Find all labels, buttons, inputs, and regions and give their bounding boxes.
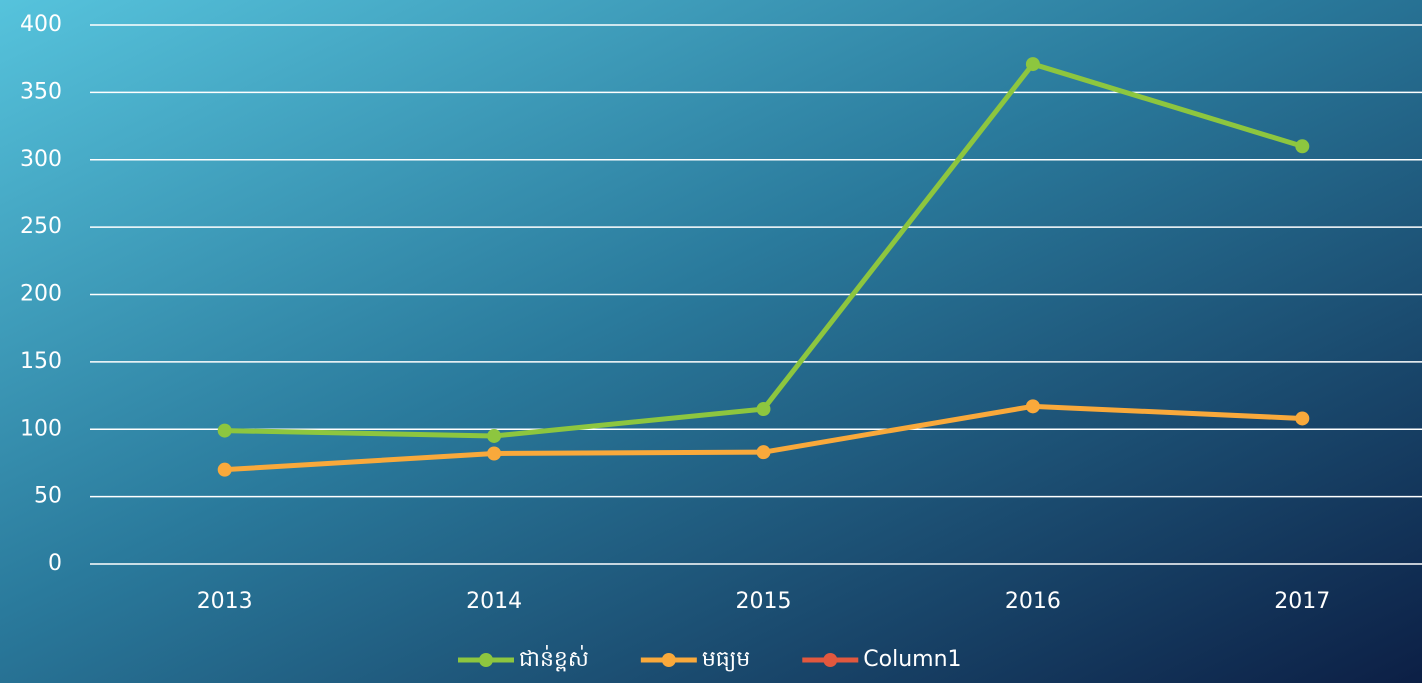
data-point (1295, 139, 1310, 154)
y-tick-label: 400 (20, 12, 62, 37)
data-point (217, 423, 232, 438)
y-tick-label: 100 (20, 416, 62, 441)
legend-label: មធ្យម (702, 647, 750, 672)
y-tick-label: 150 (20, 349, 62, 374)
legend-marker (661, 653, 676, 667)
x-tick-label: 2017 (1274, 589, 1330, 614)
legend-marker (479, 653, 493, 667)
data-point (1295, 411, 1310, 426)
legend-label: ជាន់ខ្ពស់ (519, 645, 589, 672)
x-tick-label: 2013 (197, 589, 253, 614)
data-point (1025, 399, 1040, 414)
data-point (217, 462, 232, 477)
data-point (487, 428, 502, 443)
y-tick-label: 250 (20, 214, 62, 239)
y-tick-label: 350 (20, 79, 62, 104)
y-tick-label: 50 (34, 484, 62, 509)
y-tick-label: 0 (48, 551, 62, 576)
data-point (756, 445, 771, 460)
y-tick-label: 300 (20, 147, 62, 172)
y-tick-label: 200 (20, 282, 62, 307)
x-tick-label: 2015 (736, 589, 792, 614)
data-point (756, 402, 771, 417)
data-point (1025, 57, 1040, 72)
legend-label: Column1 (863, 647, 961, 672)
x-tick-label: 2016 (1005, 589, 1061, 614)
data-point (487, 446, 502, 461)
legend-marker (823, 653, 838, 667)
x-tick-label: 2014 (466, 589, 522, 614)
